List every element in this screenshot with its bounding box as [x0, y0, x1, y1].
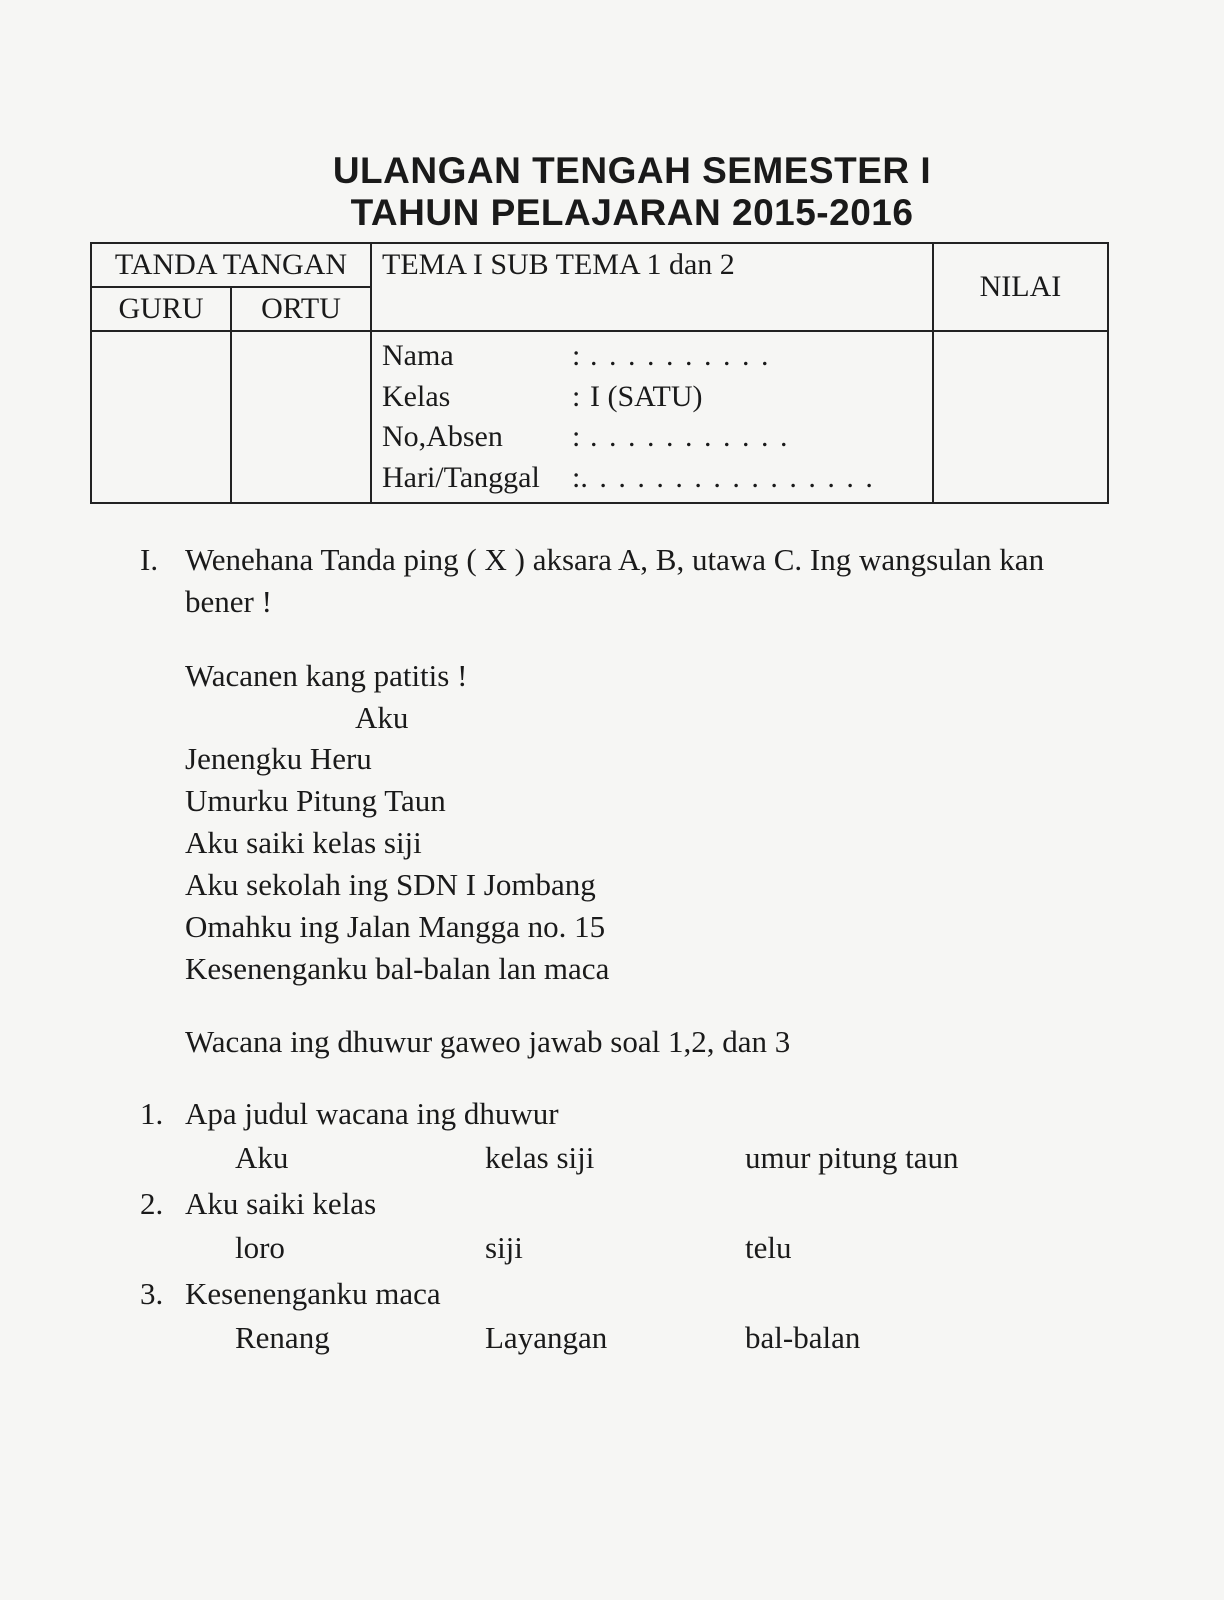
q3-opt-b[interactable]: Layangan	[485, 1317, 745, 1359]
title-line-1: ULANGAN TENGAH SEMESTER I	[170, 150, 1094, 192]
kelas-value: I (SATU)	[590, 380, 703, 413]
nilai-header: NILAI	[933, 243, 1108, 331]
student-fields: Nama:. . . . . . . . . . Kelas:I (SATU) …	[371, 331, 933, 503]
hari-value[interactable]: . . . . . . . . . . . . . . . .	[580, 461, 875, 494]
section-instruction: Wenehana Tanda ping ( X ) aksara A, B, u…	[185, 539, 1084, 623]
passage-line: Umurku Pitung Taun	[185, 780, 1084, 822]
kelas-label: Kelas	[382, 377, 572, 418]
passage-line: Kesenenganku bal-balan lan maca	[185, 948, 1084, 990]
passage-line: Aku sekolah ing SDN I Jombang	[185, 864, 1084, 906]
header-table: TANDA TANGAN TEMA I SUB TEMA 1 dan 2 NIL…	[90, 242, 1109, 504]
read-instruction: Wacanen kang patitis !	[185, 655, 1084, 697]
absen-label: No,Absen	[382, 417, 572, 458]
q-num: 2.	[140, 1183, 185, 1225]
nama-value[interactable]: . . . . . . . . . .	[590, 339, 771, 372]
section-roman: I.	[140, 539, 185, 623]
absen-value[interactable]: . . . . . . . . . . .	[590, 420, 790, 453]
nama-label: Nama	[382, 336, 572, 377]
q1-opt-a[interactable]: Aku	[235, 1137, 485, 1179]
passage-line: Jenengku Heru	[185, 738, 1084, 780]
tema-cell: TEMA I SUB TEMA 1 dan 2	[371, 243, 933, 331]
nilai-box[interactable]	[933, 331, 1108, 503]
tanda-tangan-header: TANDA TANGAN	[91, 243, 371, 287]
passage-line: Omahku ing Jalan Mangga no. 15	[185, 906, 1084, 948]
q2-opt-c[interactable]: telu	[745, 1227, 1084, 1269]
q1-opt-b[interactable]: kelas siji	[485, 1137, 745, 1179]
title-line-2: TAHUN PELAJARAN 2015-2016	[170, 192, 1094, 234]
q-num: 1.	[140, 1093, 185, 1135]
post-passage: Wacana ing dhuwur gaweo jawab soal 1,2, …	[185, 1021, 1084, 1063]
q1-opt-c[interactable]: umur pitung taun	[745, 1137, 1084, 1179]
q2-opt-a[interactable]: loro	[235, 1227, 485, 1269]
guru-header: GURU	[91, 287, 231, 331]
passage-line: Aku saiki kelas siji	[185, 822, 1084, 864]
q3-opt-c[interactable]: bal-balan	[745, 1317, 1084, 1359]
guru-signature-box[interactable]	[91, 331, 231, 503]
q-text: Kesenenganku maca	[185, 1273, 441, 1315]
q-text: Aku saiki kelas	[185, 1183, 376, 1225]
passage-title: Aku	[355, 697, 1084, 739]
q-num: 3.	[140, 1273, 185, 1315]
ortu-signature-box[interactable]	[231, 331, 371, 503]
body-content: I. Wenehana Tanda ping ( X ) aksara A, B…	[70, 539, 1154, 1358]
q3-opt-a[interactable]: Renang	[235, 1317, 485, 1359]
title-block: ULANGAN TENGAH SEMESTER I TAHUN PELAJARA…	[170, 150, 1094, 234]
q2-opt-b[interactable]: siji	[485, 1227, 745, 1269]
ortu-header: ORTU	[231, 287, 371, 331]
q-text: Apa judul wacana ing dhuwur	[185, 1093, 559, 1135]
hari-label: Hari/Tanggal	[382, 458, 572, 499]
